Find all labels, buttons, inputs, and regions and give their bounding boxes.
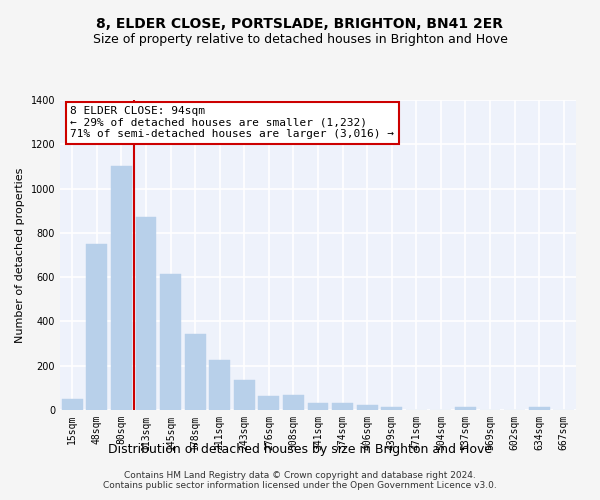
Bar <box>160 274 181 410</box>
Bar <box>455 407 476 410</box>
Bar <box>234 380 255 410</box>
Bar <box>111 166 132 410</box>
Bar <box>308 404 328 410</box>
Bar <box>209 360 230 410</box>
Bar <box>136 218 157 410</box>
Bar <box>332 404 353 410</box>
Bar <box>283 394 304 410</box>
Text: 8, ELDER CLOSE, PORTSLADE, BRIGHTON, BN41 2ER: 8, ELDER CLOSE, PORTSLADE, BRIGHTON, BN4… <box>97 18 503 32</box>
Text: Distribution of detached houses by size in Brighton and Hove: Distribution of detached houses by size … <box>108 442 492 456</box>
Text: Contains HM Land Registry data © Crown copyright and database right 2024.
Contai: Contains HM Land Registry data © Crown c… <box>103 470 497 490</box>
Bar <box>62 399 83 410</box>
Bar <box>185 334 206 410</box>
Bar <box>381 406 402 410</box>
Text: 8 ELDER CLOSE: 94sqm
← 29% of detached houses are smaller (1,232)
71% of semi-de: 8 ELDER CLOSE: 94sqm ← 29% of detached h… <box>70 106 394 140</box>
Y-axis label: Number of detached properties: Number of detached properties <box>15 168 25 342</box>
Bar <box>356 405 377 410</box>
Bar <box>86 244 107 410</box>
Bar <box>259 396 280 410</box>
Bar <box>529 407 550 410</box>
Text: Size of property relative to detached houses in Brighton and Hove: Size of property relative to detached ho… <box>92 32 508 46</box>
